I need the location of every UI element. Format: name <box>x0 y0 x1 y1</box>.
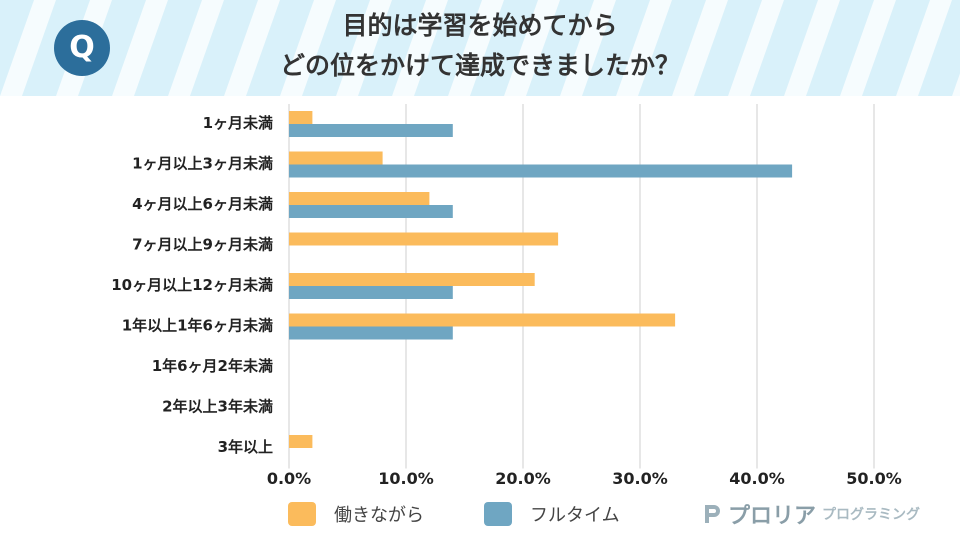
header-stripe <box>504 0 560 96</box>
page-title-line-2: どの位をかけて達成できましたか？ <box>279 51 680 80</box>
y-category-label: 7ヶ月以上9ヶ月未満 <box>132 236 273 254</box>
header-stripe <box>0 0 56 96</box>
header-stripe <box>840 0 896 96</box>
bar-fulltime <box>289 286 453 299</box>
bar-working <box>289 151 383 165</box>
x-tick-label: 50.0% <box>846 469 902 488</box>
bar-fulltime <box>289 326 453 340</box>
legend-swatch-working <box>288 502 316 526</box>
bar-fulltime <box>289 164 793 178</box>
header-stripe <box>728 0 784 96</box>
y-category-label: 10ヶ月以上12ヶ月未満 <box>111 276 273 294</box>
x-tick-label: 10.0% <box>378 469 434 488</box>
header-stripes <box>0 0 960 96</box>
question-badge-letter: Q <box>69 30 95 65</box>
bar-working <box>289 111 313 124</box>
y-category-label: 2年以上3年未満 <box>162 398 273 416</box>
header-stripe <box>224 0 280 96</box>
x-tick-label: 20.0% <box>495 469 551 488</box>
header-stripe <box>952 73 960 96</box>
header-stripe <box>112 0 168 96</box>
header-stripe <box>448 0 504 96</box>
page-title-line-1: 目的は学習を始めてから <box>342 11 618 40</box>
y-category-label: 1ヶ月以上3ヶ月未満 <box>132 155 273 173</box>
header-stripe <box>392 0 448 96</box>
bar-working <box>289 232 559 246</box>
header-stripe <box>280 0 336 96</box>
header-banner: Q 目的は学習を始めてから どの位をかけて達成できましたか？ <box>0 0 960 96</box>
header-stripe <box>896 0 952 96</box>
brand-name: プロリア <box>728 504 817 529</box>
x-tick-label: 30.0% <box>612 469 668 488</box>
header-stripe <box>336 0 392 96</box>
header-stripe <box>168 0 224 96</box>
brand-logo: プロリア プログラミング <box>700 498 920 530</box>
legend-item-fulltime: フルタイム <box>484 498 620 530</box>
brand-p-icon <box>705 505 720 523</box>
legend-swatch-fulltime <box>484 502 512 526</box>
bar-fulltime <box>289 124 453 137</box>
header-stripe <box>672 0 728 96</box>
bar-fulltime <box>289 205 453 218</box>
y-category-label: 3年以上 <box>218 438 273 456</box>
y-category-label: 4ヶ月以上6ヶ月未満 <box>132 195 273 213</box>
page-title: 目的は学習を始めてから どの位をかけて達成できましたか？ <box>130 6 830 86</box>
header-stripe <box>784 0 840 96</box>
y-category-label: 1年以上1年6ヶ月未満 <box>122 317 273 335</box>
header-stripe <box>616 0 672 96</box>
x-tick-label: 40.0% <box>729 469 785 488</box>
x-tick-label: 0.0% <box>267 469 311 488</box>
bar-chart: 0.0% 10.0% 20.0% 30.0% 40.0% 50.0% 1ヶ月未満 1ヶ月以上3… <box>111 104 902 488</box>
bar-working <box>289 192 430 205</box>
bar-working <box>289 435 313 448</box>
brand-subtitle: プログラミング <box>822 507 921 523</box>
question-badge: Q <box>54 20 110 76</box>
header-stripe <box>560 0 616 96</box>
bar-working <box>289 313 676 327</box>
y-category-label: 1ヶ月未満 <box>203 114 273 132</box>
legend-label-working: 働きながら <box>334 505 424 526</box>
y-category-label: 1年6ヶ月2年未満 <box>152 357 273 375</box>
legend-item-working: 働きながら <box>288 498 424 530</box>
bar-working <box>289 273 535 286</box>
legend-label-fulltime: フルタイム <box>530 505 620 526</box>
